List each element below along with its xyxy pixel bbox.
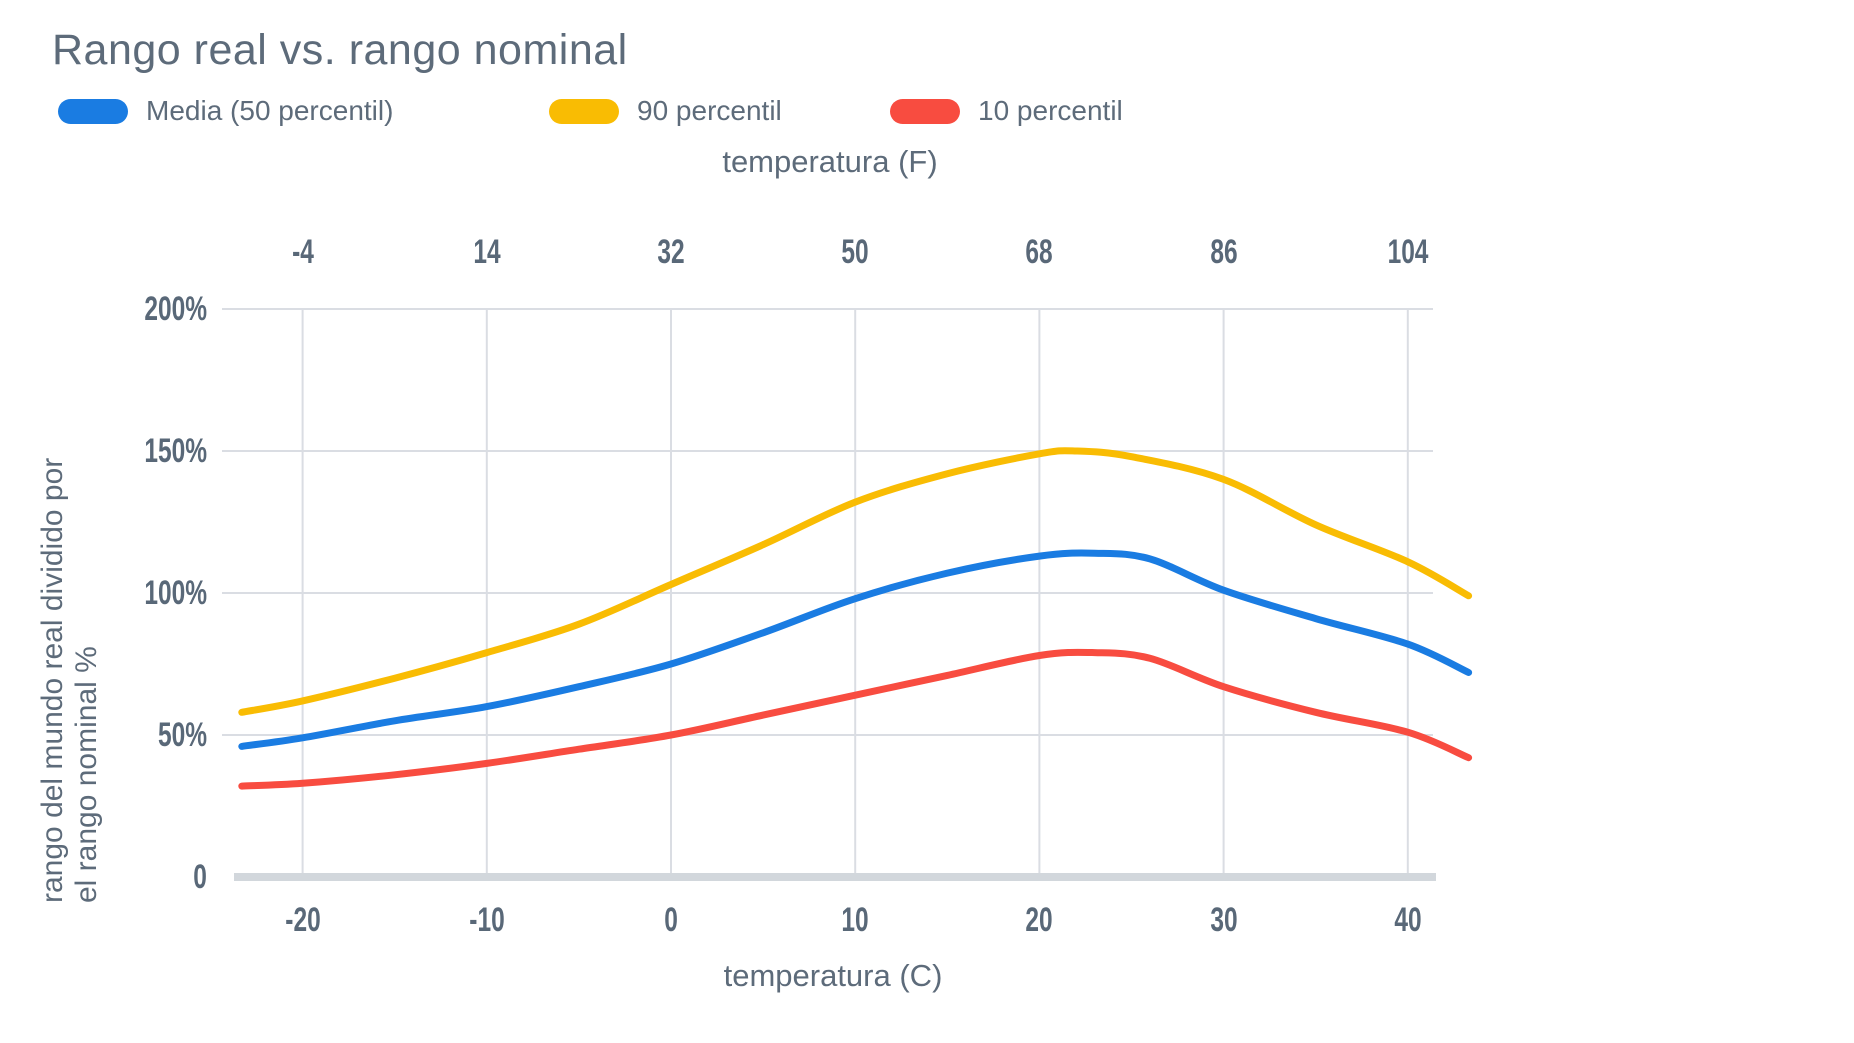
x-axis-top-title: temperatura (F) <box>722 144 938 179</box>
legend-swatch-blue-icon <box>58 98 128 124</box>
bottom-tick-label: -10 <box>469 901 505 939</box>
bottom-tick-label: 30 <box>1209 901 1238 939</box>
grid-lines <box>222 308 1433 877</box>
top-tick-label: 14 <box>473 233 501 271</box>
x-axis-bottom-title: temperatura (C) <box>723 958 943 993</box>
series-line-90-percentil <box>238 447 1473 716</box>
y-tick-label: 0 <box>193 858 207 896</box>
bottom-tick-label: 40 <box>1394 901 1422 939</box>
legend-item-90-percentil: 90 percentil <box>549 94 782 128</box>
legend-swatch-red-icon <box>890 98 960 124</box>
legend-label: Media (50 percentil) <box>146 95 394 126</box>
legend-item-10-percentil: 10 percentil <box>890 94 1123 128</box>
series-lines <box>238 447 1473 790</box>
y-tick-label: 150% <box>144 432 207 470</box>
legend-label: 10 percentil <box>978 95 1123 126</box>
top-tick-label: -4 <box>291 233 314 271</box>
legend-item-media: Media (50 percentil) <box>58 94 393 128</box>
top-tick-label: 50 <box>841 233 869 271</box>
y-tick-label: 50% <box>157 716 207 754</box>
bottom-tick-label: 20 <box>1025 901 1054 939</box>
bottom-tick-label: -20 <box>284 901 321 939</box>
y-tick-label: 200% <box>144 290 207 328</box>
chart-title: Rango real vs. rango nominal <box>52 26 628 74</box>
top-tick-label: 86 <box>1209 233 1238 271</box>
legend-swatch-yellow-icon <box>549 98 619 124</box>
series-line-10-percentil <box>238 648 1473 790</box>
top-tick-label: 32 <box>657 233 685 271</box>
bottom-tick-label: 10 <box>841 901 869 939</box>
series-line-media-50-percentil- <box>238 549 1473 750</box>
bottom-tick-label: 0 <box>664 901 678 939</box>
legend-label: 90 percentil <box>637 95 782 126</box>
top-tick-label: 68 <box>1025 233 1054 271</box>
y-tick-label: 100% <box>144 574 207 612</box>
legend: Media (50 percentil) 90 percentil 10 per… <box>0 94 1300 128</box>
top-tick-label: 104 <box>1387 233 1429 271</box>
